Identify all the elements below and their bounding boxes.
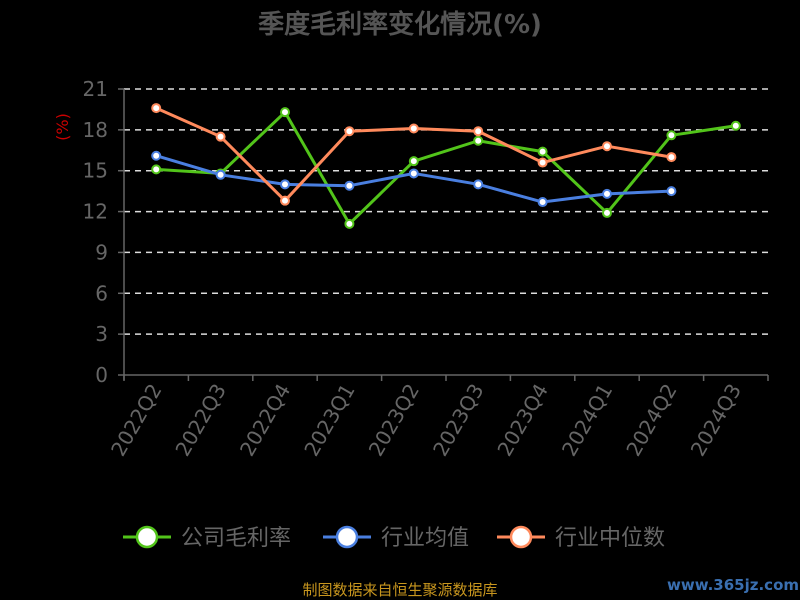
series-1-point[interactable]	[602, 188, 612, 199]
axes	[118, 88, 769, 381]
legend-label: 公司毛利率	[181, 526, 291, 551]
series-0-point[interactable]	[408, 156, 419, 167]
x-tick-label: 2023Q4	[492, 380, 552, 461]
x-tick-label: 2024Q1	[557, 380, 617, 461]
y-axis-label: (%)	[53, 113, 72, 141]
x-tick-label: 2023Q2	[364, 380, 424, 461]
x-tick-label: 2024Q2	[621, 380, 681, 461]
series-1-point[interactable]	[215, 169, 226, 180]
x-tick-labels: 2022Q2 2022Q3 2022Q4 2023Q1 2023Q2 2023Q3 2023…	[106, 380, 746, 461]
series-2-point[interactable]	[215, 131, 226, 142]
watermark: www.365jz.com	[667, 576, 799, 594]
y-tick-label: 6	[95, 281, 108, 305]
series-0-point[interactable]	[730, 120, 741, 131]
legend[interactable]: 公司毛利率 行业均值 行业中位数	[123, 525, 665, 551]
x-tick-label: 2022Q3	[170, 380, 230, 461]
series-0-point[interactable]	[280, 107, 290, 118]
y-tick-label: 21	[83, 77, 108, 101]
series-0-point[interactable]	[537, 146, 548, 157]
y-tick-label: 15	[83, 159, 108, 183]
series-1-point[interactable]	[344, 180, 355, 191]
x-tick-label: 2022Q2	[106, 380, 166, 461]
series-1-point[interactable]	[537, 197, 548, 208]
legend-marker	[509, 525, 533, 549]
series-2-point[interactable]	[344, 126, 355, 137]
series-lines	[151, 103, 741, 229]
series-2-point[interactable]	[473, 126, 484, 137]
series-0-point[interactable]	[344, 218, 355, 229]
x-tick-label: 2022Q4	[235, 380, 295, 461]
legend-item-2[interactable]: 行业中位数	[497, 525, 665, 551]
series-0-point[interactable]	[473, 135, 484, 146]
series-line-0	[156, 110, 737, 226]
series-2-point[interactable]	[280, 195, 290, 206]
legend-marker	[135, 525, 159, 549]
series-1-point[interactable]	[408, 168, 419, 179]
series-1-point[interactable]	[280, 179, 290, 190]
series-0-point[interactable]	[666, 130, 677, 141]
x-tick-label: 2024Q3	[686, 380, 746, 461]
chart-title: 季度毛利率变化情况(%)	[258, 9, 542, 40]
y-tick-label: 3	[95, 322, 108, 346]
x-tick-label: 2023Q3	[428, 380, 488, 461]
legend-label: 行业均值	[381, 526, 469, 551]
series-2-point[interactable]	[602, 141, 612, 152]
series-1-point[interactable]	[666, 186, 677, 197]
x-tick-label: 2023Q1	[299, 380, 359, 461]
y-tick-labels: 0 3 6 9 12 15 18 21	[83, 77, 108, 387]
series-0-point[interactable]	[602, 207, 612, 218]
series-2-point[interactable]	[151, 103, 162, 114]
series-1-point[interactable]	[151, 150, 162, 161]
series-line-2	[155, 106, 672, 203]
grid-lines	[124, 88, 768, 335]
series-0-point[interactable]	[151, 164, 162, 175]
y-tick-label: 0	[95, 363, 108, 387]
y-tick-label: 12	[83, 200, 108, 224]
legend-marker	[335, 525, 359, 549]
legend-item-1[interactable]: 行业均值	[323, 525, 469, 551]
legend-label: 行业中位数	[555, 526, 665, 551]
y-tick-label: 18	[83, 118, 108, 142]
y-tick-label: 9	[95, 240, 108, 264]
series-2-point[interactable]	[408, 123, 419, 134]
series-2-point[interactable]	[666, 152, 677, 163]
data-source-note: 制图数据来自恒生聚源数据库	[302, 581, 497, 599]
series-1-point[interactable]	[473, 179, 484, 190]
legend-item-0[interactable]: 公司毛利率	[123, 525, 291, 551]
series-2-point[interactable]	[537, 157, 548, 168]
